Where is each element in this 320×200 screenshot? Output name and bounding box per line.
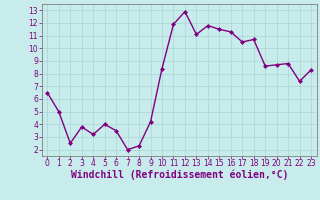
X-axis label: Windchill (Refroidissement éolien,°C): Windchill (Refroidissement éolien,°C) — [70, 170, 288, 180]
